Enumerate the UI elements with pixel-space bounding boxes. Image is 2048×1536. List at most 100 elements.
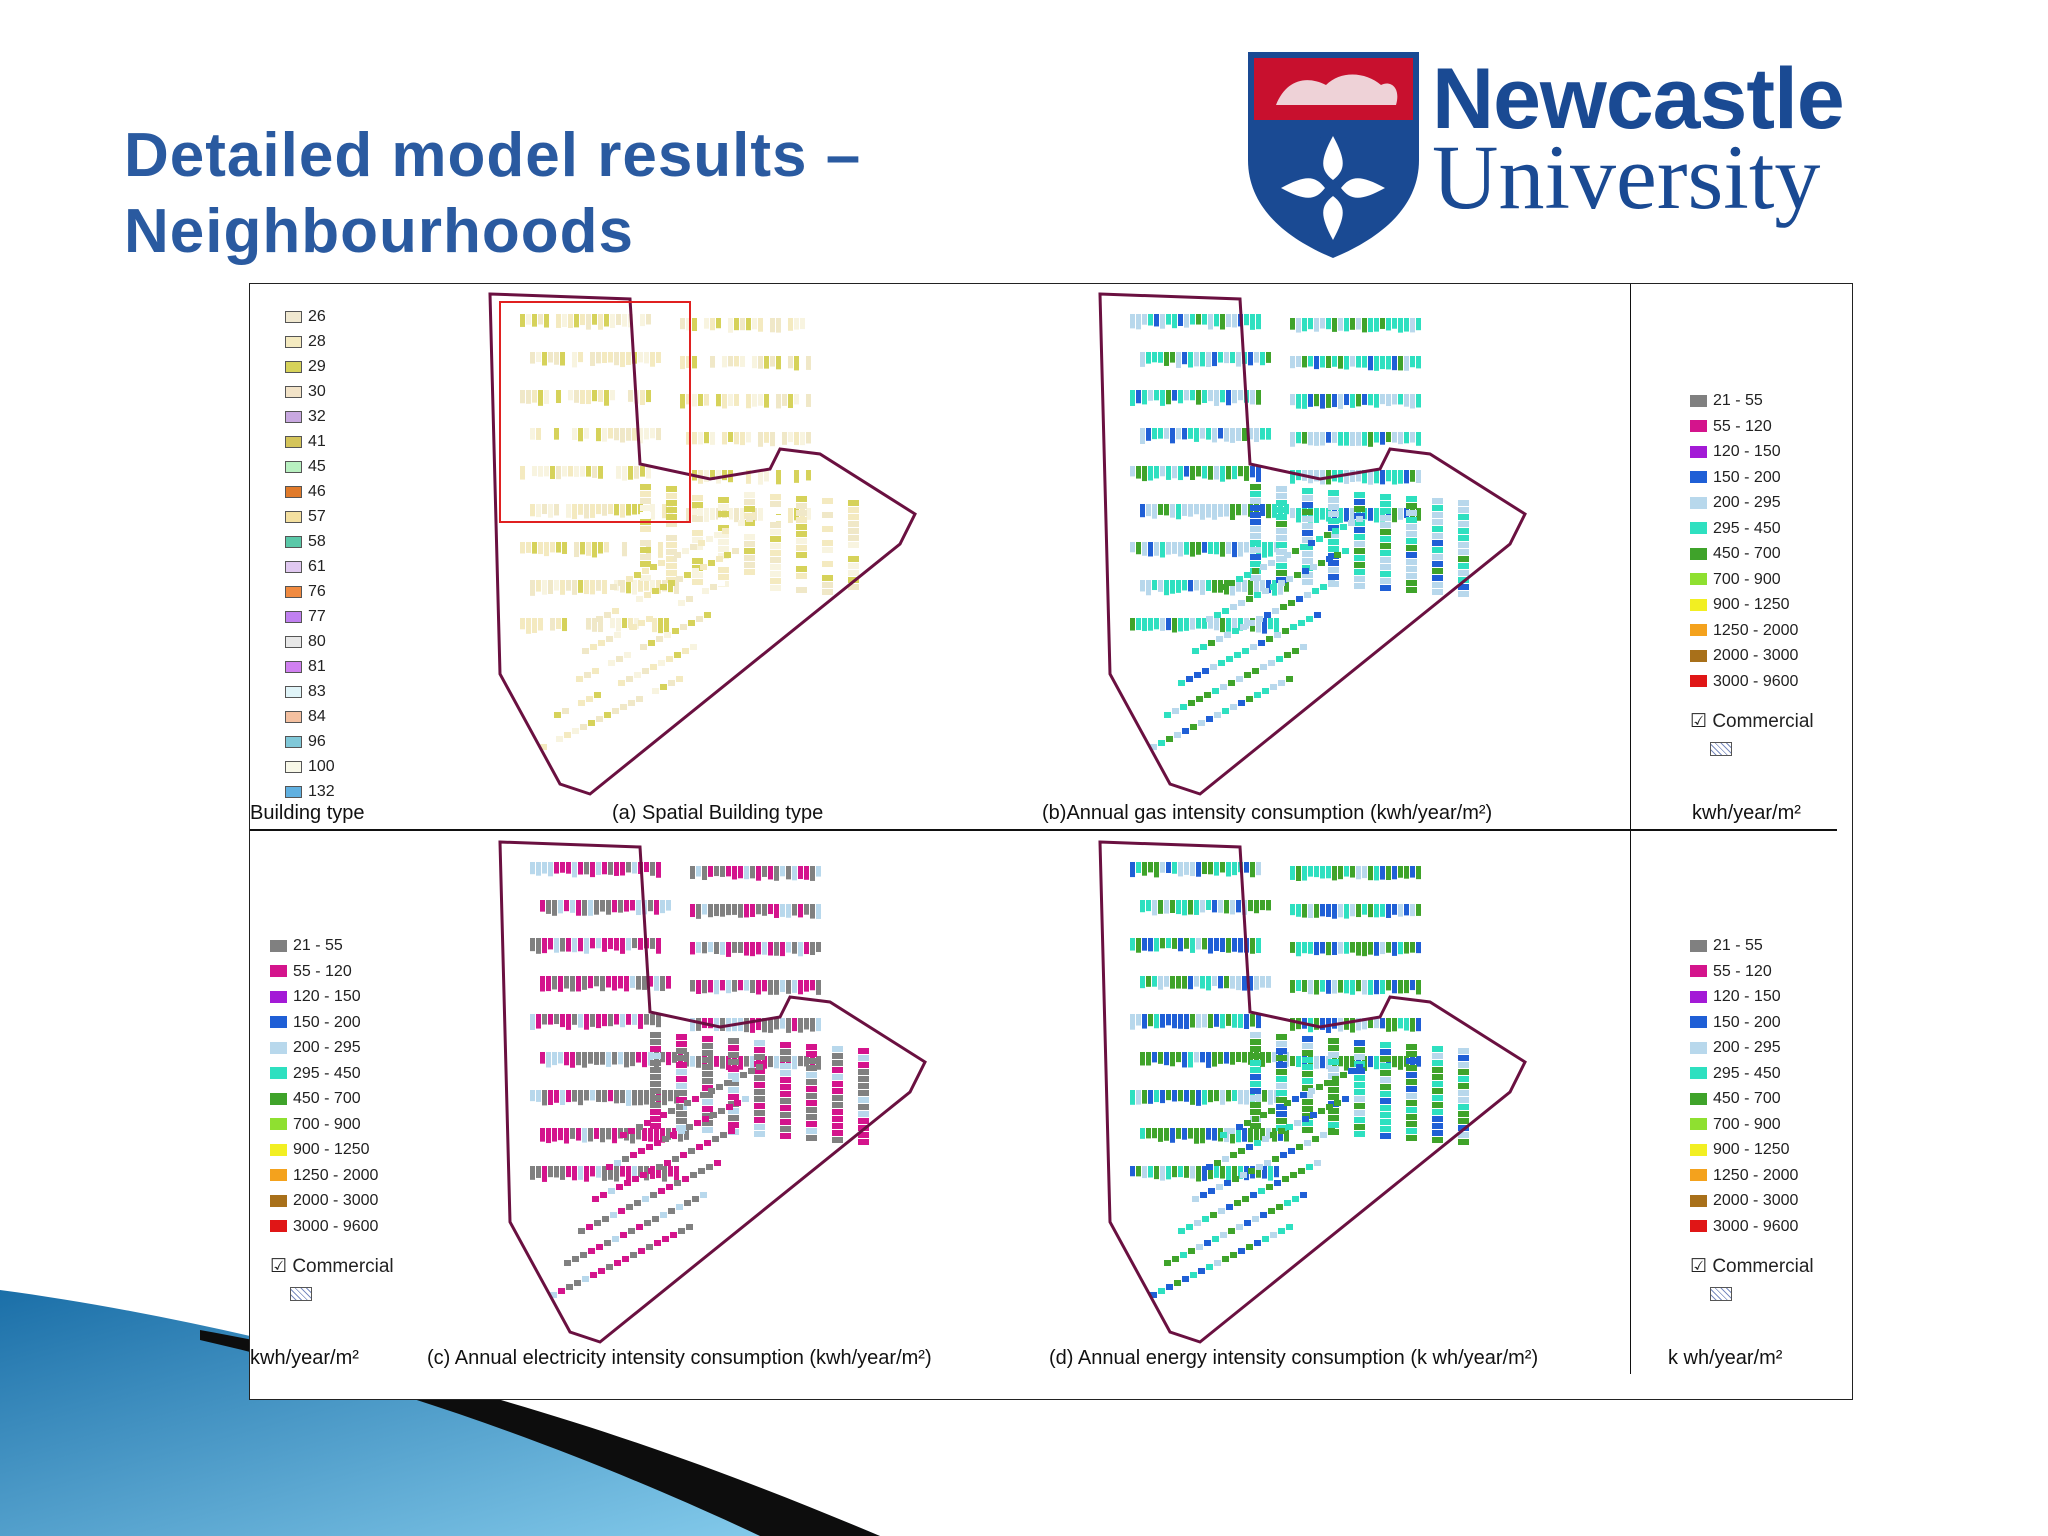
building-block: [726, 1104, 733, 1110]
building-block: [744, 904, 749, 918]
building-block: [738, 980, 743, 991]
building-block: [1202, 1014, 1207, 1028]
legend-swatch: [270, 1092, 287, 1105]
building-block: [660, 976, 665, 992]
building-block: [734, 394, 739, 406]
building-block: [530, 1014, 535, 1030]
building-block: [744, 1056, 749, 1067]
building-block: [566, 1090, 571, 1103]
building-block: [1226, 938, 1231, 953]
building-block: [1354, 1047, 1365, 1053]
building-block: [848, 549, 859, 555]
building-block: [1328, 1115, 1339, 1121]
building-block: [642, 668, 649, 674]
building-block: [1304, 1140, 1311, 1146]
building-block: [692, 530, 703, 536]
building-block: [1214, 1160, 1221, 1166]
building-block: [794, 470, 799, 483]
building-block: [648, 1128, 653, 1142]
building-block: [792, 942, 797, 954]
intensity-legend-item: 55 - 120: [1690, 418, 1772, 436]
building-block: [1296, 980, 1301, 992]
building-block: [676, 1104, 683, 1110]
building-block: [1362, 942, 1367, 957]
building-block: [1214, 466, 1219, 480]
intensity-legend-item: 1250 - 2000: [1690, 1167, 1798, 1185]
building-block: [582, 1276, 589, 1282]
building-block: [642, 976, 647, 990]
building-block: [782, 432, 787, 445]
building-block: [638, 428, 643, 444]
building-block: [1250, 862, 1255, 878]
building-block: [666, 1128, 671, 1140]
building-block: [1230, 428, 1235, 443]
building-block: [1276, 542, 1287, 548]
building-block: [1410, 394, 1415, 409]
building-block: [560, 1166, 565, 1180]
building-block: [1380, 1119, 1391, 1125]
building-block: [572, 1090, 577, 1102]
legend-label: 700 - 900: [293, 1115, 361, 1133]
building-block: [1254, 900, 1259, 914]
building-block: [1184, 1014, 1189, 1030]
building-block: [726, 942, 731, 957]
building-block: [1350, 1056, 1355, 1068]
building-block: [1172, 1166, 1177, 1178]
building-block: [1238, 700, 1245, 706]
building-block: [570, 1128, 575, 1139]
hatched-swatch-icon: [1710, 742, 1732, 756]
building-block: [650, 1032, 661, 1038]
building-block: [1328, 497, 1339, 503]
building-block: [1250, 1014, 1255, 1027]
legend-label: 900 - 1250: [1713, 1141, 1790, 1158]
building-block: [568, 314, 573, 329]
building-block: [738, 942, 743, 953]
building-block: [734, 508, 739, 523]
building-block: [804, 1018, 809, 1030]
building-block: [1206, 1128, 1211, 1140]
building-block: [1212, 580, 1217, 593]
building-block: [1278, 1128, 1283, 1141]
building-block: [708, 942, 713, 953]
building-block: [520, 618, 525, 630]
building-type-legend-item: 46: [285, 483, 326, 501]
building-block: [704, 612, 711, 618]
building-block: [1208, 1090, 1213, 1103]
building-block: [556, 466, 561, 480]
building-block: [1220, 862, 1225, 873]
building-block: [714, 1160, 721, 1166]
building-block: [1272, 1052, 1277, 1063]
building-block: [526, 542, 531, 553]
building-block: [1166, 1014, 1171, 1026]
building-block: [542, 938, 547, 954]
building-block: [1154, 314, 1159, 327]
building-block: [702, 1120, 713, 1126]
building-block: [1406, 1072, 1417, 1078]
building-block: [740, 470, 745, 483]
building-block: [858, 1062, 869, 1068]
building-block: [740, 508, 745, 522]
legend-swatch: [1690, 939, 1707, 952]
building-block: [1258, 1188, 1265, 1194]
building-block: [794, 356, 799, 371]
building-block: [1416, 508, 1421, 521]
building-block: [624, 900, 629, 912]
building-block: [1328, 553, 1339, 559]
building-block: [1354, 520, 1365, 526]
legend-label: 700 - 900: [1713, 1115, 1781, 1133]
building-block: [1354, 1040, 1365, 1046]
building-block: [1306, 1164, 1313, 1170]
building-block: [1302, 495, 1313, 501]
building-block: [1320, 942, 1325, 954]
building-block: [720, 1018, 725, 1031]
building-block: [1242, 580, 1247, 592]
building-block: [718, 546, 729, 552]
building-block: [530, 1090, 535, 1102]
building-block: [832, 1130, 843, 1136]
building-block: [634, 314, 639, 325]
legend-label: 29: [308, 358, 326, 375]
building-block: [580, 724, 587, 730]
building-block: [1190, 542, 1195, 557]
building-block: [1458, 514, 1469, 520]
building-block: [718, 567, 729, 573]
